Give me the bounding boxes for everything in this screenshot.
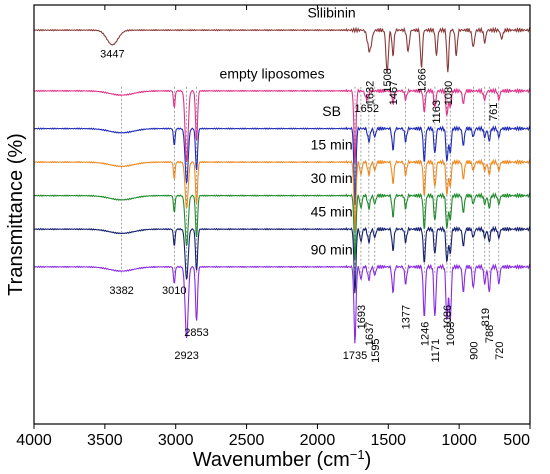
peak-label: 1266 <box>416 68 428 92</box>
peak-label: 1063 <box>445 322 457 346</box>
x-tick-label: 2000 <box>300 432 336 449</box>
spectrum-line <box>34 192 531 260</box>
peak-label: 1632 <box>365 81 377 105</box>
x-tick-label: 1000 <box>441 432 477 449</box>
spectrum-line <box>34 158 531 231</box>
peak-label: 1595 <box>370 338 382 362</box>
peak-label: 788 <box>484 325 496 343</box>
series-label: empty liposomes <box>220 65 325 81</box>
series-labels: Silibinin empty liposomes SB 15 min 30 min 45… <box>220 5 356 258</box>
peak-label: 1693 <box>356 305 368 329</box>
y-axis-title: Transmittance (%) <box>5 133 27 296</box>
plot-area-frame <box>33 4 531 425</box>
peak-label: 2853 <box>184 327 208 339</box>
x-axis-title: Wavenumber (cm−1) <box>193 447 372 472</box>
peak-label: 1652 <box>355 103 379 115</box>
spectrum-line <box>33 263 531 344</box>
series-label: SB <box>322 103 341 119</box>
series-label: 45 min <box>311 204 353 220</box>
x-tick-label: 4000 <box>16 432 52 449</box>
peak-label: 3010 <box>162 285 186 297</box>
series-label: 15 min <box>311 137 353 153</box>
x-tick-label: 3000 <box>158 432 194 449</box>
x-axis-ticks: 4000 3500 3000 2500 2000 1500 1000 500 <box>16 5 531 449</box>
spectra-traces <box>33 26 531 344</box>
peak-label: 1163 <box>431 100 443 124</box>
series-label: 90 min <box>311 241 353 257</box>
peak-label: 1246 <box>419 322 431 346</box>
spectrum-line <box>33 225 531 294</box>
peak-label: 1508 <box>382 68 394 92</box>
peak-label: 1080 <box>443 81 455 105</box>
peak-label: 720 <box>494 341 506 359</box>
peak-label: 2923 <box>174 350 198 362</box>
peak-label: 1171 <box>430 339 442 363</box>
spectrum-line <box>34 125 531 206</box>
x-tick-label: 3500 <box>87 432 123 449</box>
peak-label: 1467 <box>388 81 400 105</box>
peak-label: 1086 <box>442 305 454 329</box>
spectrum-line <box>34 87 531 164</box>
peak-label: 761 <box>488 103 500 121</box>
series-label: 30 min <box>311 170 353 186</box>
peak-label: 900 <box>468 341 480 359</box>
series-label: Silibinin <box>307 5 355 21</box>
x-tick-label: 500 <box>503 432 530 449</box>
peak-label: 1735 <box>343 350 367 362</box>
peak-label: 1637 <box>364 322 376 346</box>
peak-label: 3447 <box>100 48 124 60</box>
x-tick-label: 1500 <box>370 432 406 449</box>
x-tick-label: 2500 <box>229 432 265 449</box>
peak-label: 3382 <box>109 285 133 297</box>
peak-label: 1377 <box>401 305 413 329</box>
spectrum-line <box>34 26 531 73</box>
peak-label: 819 <box>480 308 492 326</box>
